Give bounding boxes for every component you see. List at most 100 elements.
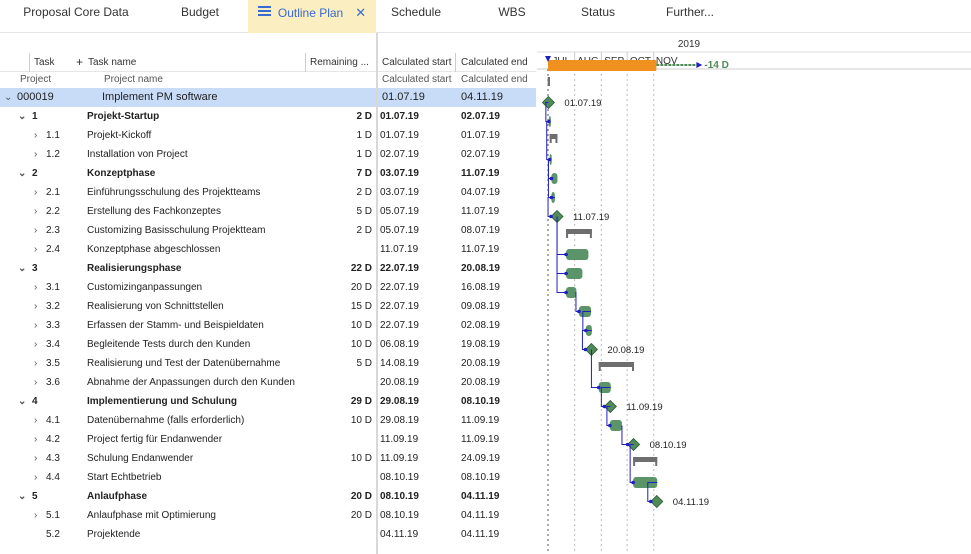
chevron-down-icon[interactable]: ⌄ — [18, 168, 27, 179]
chevron-right-icon[interactable]: › — [34, 377, 38, 388]
task-id: 4.3 — [46, 453, 60, 464]
task-start: 20.08.19 — [380, 377, 419, 388]
project-row[interactable]: ⌄ 000019 Implement PM software 01.07.19 … — [0, 88, 536, 107]
table-row[interactable]: ⌄ 3 Realisierungsphase 22 D 22.07.19 20.08.19 — [0, 259, 536, 278]
task-bar[interactable] — [633, 477, 658, 488]
table-row[interactable]: › 3.4 Begleitende Tests durch den Kunden 10… — [0, 335, 536, 354]
chevron-right-icon[interactable]: › — [34, 472, 38, 483]
tab-label: Further... — [665, 5, 715, 19]
table-row[interactable]: › 5.1 Anlaufphase mit Optimierung 20 D 08.10… — [0, 506, 536, 525]
task-remaining — [310, 430, 372, 449]
chevron-right-icon[interactable]: › — [34, 206, 38, 217]
tab-further[interactable]: Further... — [628, 0, 752, 33]
col-calc-start[interactable]: Calculated start — [382, 53, 456, 72]
task-bar[interactable] — [609, 420, 622, 431]
col-task[interactable]: Task — [34, 57, 55, 68]
table-row[interactable]: › 2.4 Konzeptphase abgeschlossen 11.07.19 11… — [0, 240, 536, 259]
tab-wbs[interactable]: WBS — [456, 0, 568, 33]
table-row[interactable]: ⌄ 1 Projekt-Startup 2 D 01.07.19 02.07.19 — [0, 107, 536, 126]
dependency-link — [556, 216, 567, 255]
task-bar[interactable] — [566, 249, 589, 260]
chevron-down-icon[interactable]: ⌄ — [18, 491, 27, 502]
close-icon[interactable]: ✕ — [355, 5, 367, 20]
chevron-down-icon[interactable]: ⌄ — [4, 92, 13, 103]
task-name: Realisierungsphase — [87, 263, 182, 274]
chevron-right-icon[interactable]: › — [34, 510, 38, 521]
col-calc-end[interactable]: Calculated end — [461, 57, 528, 68]
chevron-right-icon[interactable]: › — [34, 339, 38, 350]
chevron-right-icon[interactable]: › — [34, 415, 38, 426]
summary-bar[interactable] — [598, 362, 634, 367]
menu-icon[interactable] — [257, 4, 271, 18]
table-row[interactable]: › 3.5 Realisierung und Test der Datenübern… — [0, 354, 536, 373]
task-bar[interactable] — [566, 287, 577, 298]
tab-status[interactable]: Status — [568, 0, 628, 33]
gantt-chart: 2019JULAUGSEPOCTNOV-14 D01.07.1911.07.19… — [537, 39, 971, 554]
task-end: 02.07.19 — [461, 149, 500, 160]
chevron-right-icon[interactable]: › — [34, 320, 38, 331]
filter-calc-end[interactable]: Calculated end — [461, 74, 528, 85]
table-row[interactable]: › 4.3 Schulung Endanwender 10 D 11.09.19 24.0… — [0, 449, 536, 468]
table-row[interactable]: 5.2 Projektende 04.11.19 04.11.19 — [0, 525, 536, 544]
table-row[interactable]: › 2.3 Customizing Basisschulung Projekttea… — [0, 221, 536, 240]
table-row[interactable]: ⌄ 2 Konzeptphase 7 D 03.07.19 11.07.19 — [0, 164, 536, 183]
tab-outline-plan[interactable]: Outline Plan ✕ — [248, 0, 376, 33]
chevron-right-icon[interactable]: › — [34, 301, 38, 312]
table-row[interactable]: › 4.4 Start Echtbetrieb 08.10.19 08.10.19 — [0, 468, 536, 487]
task-remaining: 20 D — [350, 282, 372, 293]
project-bar[interactable] — [548, 60, 657, 71]
table-row[interactable]: ⌄ 4 Implementierung und Schulung 29 D 29.08.… — [0, 392, 536, 411]
add-column-icon[interactable]: + — [76, 55, 84, 69]
task-bar[interactable] — [566, 268, 583, 279]
chevron-right-icon[interactable]: › — [34, 187, 38, 198]
table-row[interactable]: › 4.1 Datenübernahme (falls erforderlich) 1… — [0, 411, 536, 430]
table-row[interactable]: › 3.1 Customizinganpassungen 20 D 22.07.19 16… — [0, 278, 536, 297]
chevron-right-icon[interactable]: › — [34, 130, 38, 141]
task-remaining: 10 D — [350, 453, 372, 464]
task-name: Realisierung und Test der Datenübernahme — [87, 358, 281, 369]
summary-bar[interactable] — [566, 229, 592, 234]
col-task-name[interactable]: Task name — [88, 53, 306, 72]
table-row[interactable]: › 2.1 Einführungsschulung des Projektteams… — [0, 183, 536, 202]
task-name: Anlaufphase — [87, 491, 148, 502]
chevron-right-icon[interactable]: › — [34, 244, 38, 255]
task-name: Start Echtbetrieb — [87, 472, 162, 483]
link-endpoint — [631, 480, 635, 485]
task-end: 20.08.19 — [461, 358, 500, 369]
table-row[interactable]: › 2.2 Erstellung des Fachkonzeptes 5 D 05.07… — [0, 202, 536, 221]
chevron-right-icon[interactable]: › — [34, 149, 38, 160]
summary-bar[interactable] — [633, 457, 658, 462]
task-name: Schulung Endanwender — [87, 453, 194, 464]
table-row[interactable]: › 3.6 Abnahme der Anpassungen durch den Ku… — [0, 373, 536, 392]
chevron-down-icon[interactable]: ⌄ — [18, 111, 27, 122]
col-remaining[interactable]: Remaining ... — [310, 57, 369, 68]
chevron-down-icon[interactable]: ⌄ — [18, 396, 27, 407]
table-row[interactable]: › 3.2 Realisierung von Schnittstellen 15 D 2… — [0, 297, 536, 316]
task-id: 1.1 — [46, 130, 60, 141]
filter-project-name[interactable]: Project name — [104, 74, 163, 85]
tab-budget[interactable]: Budget — [152, 0, 248, 33]
chevron-right-icon[interactable]: › — [34, 225, 38, 236]
tab-schedule[interactable]: Schedule — [376, 0, 456, 33]
filter-project[interactable]: Project — [20, 74, 52, 85]
table-row[interactable]: › 4.2 Project fertig für Endanwender 11.09.… — [0, 430, 536, 449]
table-row[interactable]: › 1.2 Installation von Project 1 D 02.07.19 0… — [0, 145, 536, 164]
table-row[interactable]: › 1.1 Projekt-Kickoff 1 D 01.07.19 01.07.19 — [0, 126, 536, 145]
summary-bar[interactable] — [549, 134, 558, 139]
filter-calc-start[interactable]: Calculated start — [382, 74, 452, 85]
chevron-right-icon[interactable]: › — [34, 453, 38, 464]
task-end: 02.08.19 — [461, 320, 500, 331]
task-start: 29.08.19 — [380, 415, 419, 426]
table-row[interactable]: ⌄ 5 Anlaufphase 20 D 08.10.19 04.11.19 — [0, 487, 536, 506]
chevron-right-icon[interactable]: › — [34, 282, 38, 293]
chevron-right-icon[interactable]: › — [34, 358, 38, 369]
splitter[interactable] — [376, 33, 378, 554]
tab-proposal-core-data[interactable]: Proposal Core Data — [0, 0, 152, 33]
chevron-down-icon[interactable]: ⌄ — [18, 263, 27, 274]
table-row[interactable]: › 3.3 Erfassen der Stamm- und Beispieldate… — [0, 316, 536, 335]
task-bar[interactable] — [551, 173, 558, 184]
milestone-diamond[interactable] — [650, 494, 664, 509]
chevron-right-icon[interactable]: › — [34, 434, 38, 445]
task-id: 3 — [32, 263, 38, 274]
task-remaining — [310, 525, 372, 544]
